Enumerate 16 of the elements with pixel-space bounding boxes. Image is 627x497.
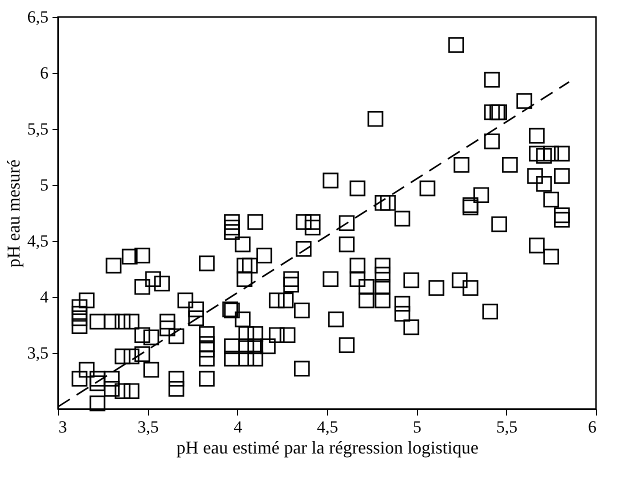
y-tick-label: 4,5 xyxy=(27,232,48,250)
x-tick-label: 4 xyxy=(234,418,243,436)
y-tick-label: 4 xyxy=(40,288,49,306)
x-tick-label: 5 xyxy=(412,418,422,436)
x-tick-label: 4,5 xyxy=(316,418,338,436)
x-tick-label: 6 xyxy=(588,418,596,436)
y-tick-label: 5,5 xyxy=(27,120,48,138)
y-tick-label: 6,5 xyxy=(27,8,48,26)
x-axis-title: pH eau estimé par la régression logistique xyxy=(176,438,478,458)
x-tick-label: 5,5 xyxy=(496,418,518,436)
y-tick-label: 5 xyxy=(40,176,48,194)
y-tick-label: 3,5 xyxy=(27,344,48,362)
y-tick-label: 6 xyxy=(40,64,48,82)
x-tick-label: 3,5 xyxy=(138,418,159,436)
y-axis-title: pH eau mesuré xyxy=(3,160,24,268)
x-tick-label: 3 xyxy=(58,418,67,436)
